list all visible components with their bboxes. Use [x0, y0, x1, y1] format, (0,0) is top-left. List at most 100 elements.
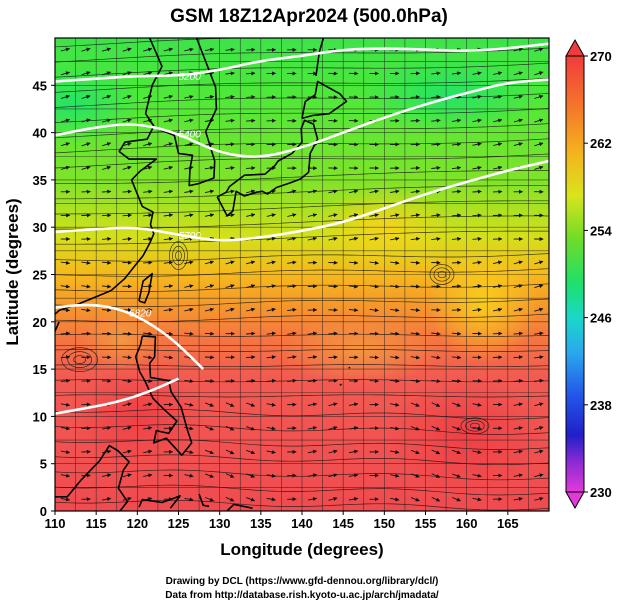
wind-arrow	[493, 94, 503, 99]
wind-arrow	[60, 402, 71, 407]
wind-arrow	[122, 331, 132, 336]
wind-arrow	[266, 426, 276, 431]
streamline	[55, 364, 549, 368]
wind-arrow	[307, 473, 318, 478]
wind-arrow	[60, 284, 71, 289]
x-axis-label: Longitude (degrees)	[220, 540, 383, 559]
wind-arrow	[287, 213, 297, 218]
wind-arrow	[472, 94, 482, 99]
wind-arrow	[246, 497, 256, 502]
y-tick-label: 5	[40, 457, 47, 472]
wind-arrow	[390, 284, 400, 289]
wind-arrow	[163, 94, 173, 99]
wind-arrow	[60, 71, 70, 76]
wind-arrow	[60, 260, 71, 265]
colorbar: 270 262 254 246 238 230	[565, 38, 612, 510]
streamline	[55, 200, 549, 215]
wind-arrow	[266, 497, 276, 502]
wind-arrow	[143, 355, 153, 360]
wind-arrow	[513, 260, 523, 265]
x-tick-label: 130	[209, 516, 231, 531]
wind-arrow	[184, 307, 194, 312]
wind-arrow	[534, 449, 544, 454]
wind-arrow	[60, 118, 70, 123]
wind-arrow	[534, 307, 544, 312]
wind-arrow	[266, 331, 277, 336]
wind-arrow	[472, 402, 482, 407]
wind-arrow	[143, 449, 153, 454]
wind-arrow	[328, 213, 338, 218]
coastline	[55, 321, 60, 338]
y-tick-label: 40	[33, 126, 47, 141]
field-patch	[428, 242, 539, 363]
wind-arrow	[431, 331, 441, 336]
x-tick-label: 135	[250, 516, 272, 531]
wind-arrow	[348, 496, 359, 501]
wind-arrow	[122, 379, 132, 384]
wind-arrow	[369, 213, 379, 218]
wind-arrow	[204, 47, 215, 52]
wind-arrow	[493, 142, 503, 147]
coastline	[429, 38, 431, 39]
wind-arrow	[534, 378, 544, 383]
wind-arrow	[493, 165, 503, 170]
wind-arrow	[225, 284, 235, 289]
x-tick-label: 140	[291, 516, 313, 531]
wind-arrow	[452, 449, 461, 455]
wind-arrow	[81, 165, 91, 170]
wind-arrow	[410, 189, 421, 194]
wind-arrow	[328, 236, 338, 241]
wind-arrow	[246, 189, 256, 194]
wind-arrow	[534, 71, 544, 76]
wind-arrow	[225, 425, 235, 431]
wind-arrow	[410, 95, 421, 100]
streamline	[55, 409, 549, 420]
wind-arrow	[472, 213, 482, 218]
wind-arrow	[472, 497, 482, 502]
wind-arrow	[348, 260, 359, 265]
wind-arrow	[513, 402, 523, 407]
wind-arrow	[410, 449, 420, 455]
wind-arrow	[225, 402, 235, 407]
streamline	[55, 138, 549, 154]
wind-arrow	[348, 473, 359, 478]
wind-arrow	[225, 94, 235, 100]
wind-arrow	[101, 260, 112, 265]
wind-arrow	[81, 308, 91, 313]
wind-arrow	[390, 308, 400, 313]
wind-arrow	[410, 379, 421, 384]
wind-arrow	[246, 355, 256, 360]
wind-arrow	[122, 213, 132, 218]
wind-arrow	[204, 284, 215, 289]
vortex-ring	[469, 422, 480, 429]
wind-arrow	[204, 307, 215, 312]
wind-arrow	[369, 189, 379, 194]
streamline	[55, 185, 549, 200]
wind-arrow	[534, 94, 544, 99]
wind-arrow	[349, 213, 359, 218]
wind-arrow	[410, 355, 421, 360]
wind-arrow	[534, 142, 544, 147]
y-tick-label: 25	[33, 268, 47, 283]
wind-arrow	[246, 71, 256, 76]
wind-arrow	[307, 402, 318, 407]
credit-line-2: Data from http://database.rish.kyoto-u.a…	[165, 590, 439, 601]
vortex-ring	[61, 347, 99, 372]
streamline	[55, 77, 549, 93]
wind-arrow	[101, 284, 112, 289]
wind-arrow	[410, 142, 421, 147]
wind-arrow	[369, 236, 379, 241]
wind-arrow	[266, 355, 277, 360]
wind-arrow	[534, 284, 544, 289]
wind-arrow	[369, 284, 379, 289]
wind-arrow	[307, 331, 318, 336]
wind-arrow	[431, 473, 441, 478]
vortex-ring	[73, 355, 87, 364]
vortex-ring	[169, 241, 188, 270]
wind-arrow	[163, 284, 174, 289]
wind-arrow	[390, 213, 400, 218]
wind-arrow	[60, 94, 70, 99]
y-tick-label: 20	[33, 315, 47, 330]
wind-arrow	[390, 236, 400, 241]
wind-arrow	[513, 449, 523, 454]
